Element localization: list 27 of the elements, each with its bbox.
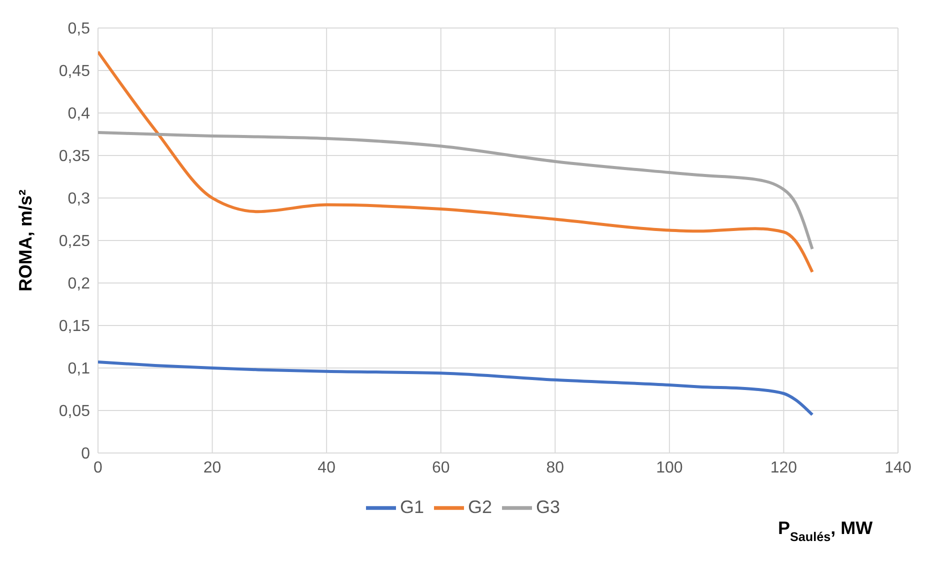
y-tick-label: 0,15	[58, 318, 90, 336]
y-tick-label: 0,3	[68, 190, 90, 208]
x-tick-label: 80	[546, 459, 564, 476]
line-series	[98, 50, 814, 274]
y-tick-label: 0,5	[68, 20, 90, 38]
line-series	[98, 360, 814, 416]
y-tick-label: 0,05	[58, 403, 90, 420]
x-axis-title: P$_{Saulés}$, MW	[778, 518, 873, 544]
x-tick-label: 100	[656, 459, 683, 476]
legend-label: G2	[468, 496, 492, 517]
y-tick-label: 0,25	[58, 233, 90, 250]
y-tick-label: 0,45	[58, 63, 90, 80]
y-axis-title: ROMA, m/s²	[15, 189, 36, 292]
line-series	[98, 131, 814, 250]
y-tick-label: 0,2	[68, 276, 90, 293]
y-tick-label: 0	[81, 446, 90, 463]
x-tick-label: 120	[770, 459, 798, 476]
legend-label: G3	[536, 496, 560, 517]
legend-label: G1	[400, 496, 424, 517]
x-tick-label: 40	[318, 459, 336, 476]
x-tick-label: 0	[94, 459, 103, 476]
x-tick-label: 140	[884, 459, 912, 476]
y-tick-label: 0,35	[58, 148, 90, 166]
y-tick-label: 0,1	[68, 360, 90, 378]
y-tick-label: 0,4	[68, 106, 90, 123]
x-tick-label: 60	[432, 459, 450, 476]
x-tick-label: 20	[203, 459, 222, 476]
